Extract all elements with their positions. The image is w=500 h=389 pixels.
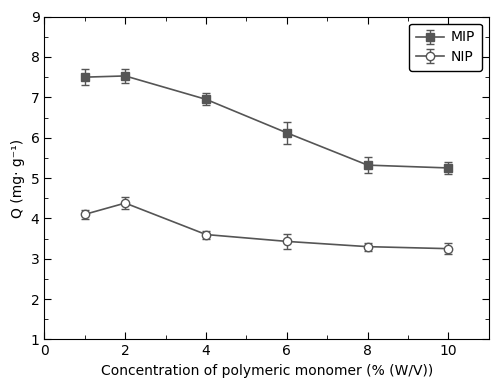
X-axis label: Concentration of polymeric monomer (% (W/V)): Concentration of polymeric monomer (% (W… — [100, 364, 433, 378]
Legend: MIP, NIP: MIP, NIP — [409, 24, 482, 71]
Y-axis label: Q (mg· g⁻¹): Q (mg· g⁻¹) — [11, 138, 25, 217]
